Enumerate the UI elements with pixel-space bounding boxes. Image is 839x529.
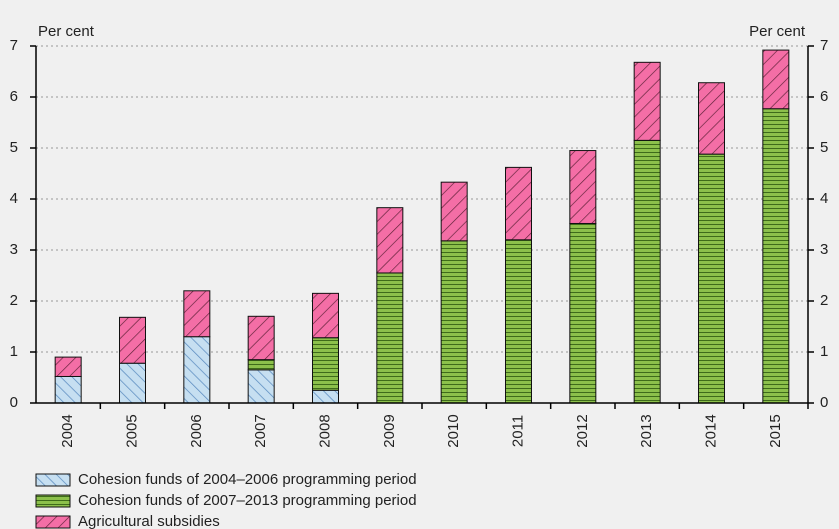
legend-swatch [35,494,71,508]
y-tick-label: 1 [10,343,18,360]
bar-segment [505,239,532,404]
y2-tick-label: 5 [820,139,828,156]
legend-label: Cohesion funds of 2007–2013 programming … [78,492,417,509]
y-tick-label: 6 [10,88,18,105]
x-tick-label: 2007 [252,414,269,447]
y-tick-label: 5 [10,139,18,156]
bar-segment [440,240,468,404]
bar-segment [54,356,82,377]
x-tick-label: 2010 [445,414,462,447]
legend-swatch [35,515,71,529]
bar-segment [312,337,339,391]
bar-segment [633,61,661,141]
x-tick-label: 2005 [123,414,140,447]
y-tick-label: 0 [10,394,18,411]
bar-segment [312,389,339,404]
y-tick-label: 3 [10,241,18,258]
legend-label: Cohesion funds of 2004–2006 programming … [78,471,417,488]
x-tick-label: 2015 [767,414,784,447]
legend-label: Agricultural subsidies [78,513,220,529]
x-tick-label: 2004 [59,414,76,447]
bar-segment [569,222,597,404]
bar-segment [376,207,404,274]
bar-segment [247,369,275,404]
x-tick-label: 2011 [509,415,526,447]
bar-segment [698,82,725,155]
bar-segment [698,153,725,404]
legend-swatch [35,473,71,487]
x-tick-label: 2014 [702,414,719,447]
bar-segment [505,166,532,241]
bar-segment [119,362,146,404]
x-tick-label: 2008 [316,414,333,447]
y-axis-label: Per cent [38,23,95,40]
y2-tick-label: 0 [820,394,828,411]
bar-segment [183,336,211,404]
bar-segment [247,315,275,361]
x-tick-label: 2012 [574,414,591,447]
y2-tick-label: 2 [820,292,828,309]
bar-segment [54,375,82,404]
x-tick-label: 2009 [381,414,398,447]
bar-segment [569,150,597,224]
y-tick-label: 2 [10,292,18,309]
y-tick-label: 4 [10,190,18,207]
bar-segment [247,359,275,371]
y2-axis-label: Per cent [749,23,806,40]
bar-segment [762,49,790,110]
x-tick-label: 2006 [188,414,205,447]
bar-segment [440,181,468,242]
bar-segment [376,272,404,404]
y2-tick-label: 1 [820,343,828,360]
bar-segment [762,108,790,404]
bar-segment [633,139,661,404]
y-tick-label: 7 [10,37,18,54]
x-tick-label: 2013 [638,414,655,447]
y2-tick-label: 7 [820,37,828,54]
y2-tick-label: 6 [820,88,828,105]
y2-tick-label: 4 [820,190,828,207]
y2-tick-label: 3 [820,241,828,258]
bar-segment [119,316,146,364]
bar-segment [183,290,211,338]
bar-segment [312,292,339,339]
